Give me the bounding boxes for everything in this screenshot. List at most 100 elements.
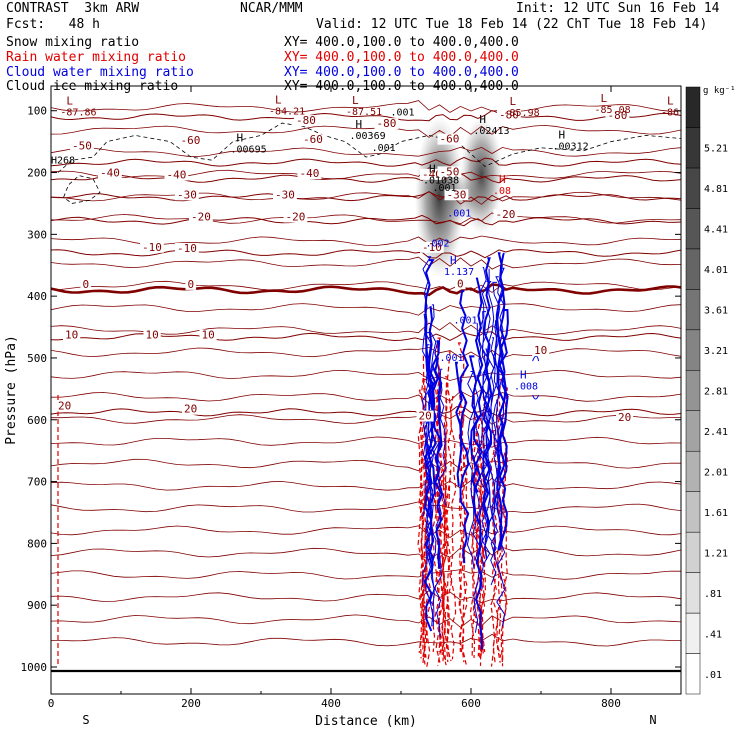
y-tick-label: 300 — [27, 228, 47, 241]
contour-value-label: H268 — [51, 155, 75, 166]
temperature-label-bg — [70, 140, 94, 152]
temperature-contour — [51, 156, 681, 167]
temperature-label-bg — [140, 241, 164, 253]
x-tick-label: 800 — [601, 697, 621, 710]
temperature-contour — [51, 212, 681, 225]
temperature-label: -20 — [496, 208, 516, 221]
colorbar-label: 4.01 — [704, 265, 728, 276]
temperature-label-bg — [297, 168, 322, 180]
rain-contour — [476, 440, 484, 658]
extremum-value: -87.51 — [346, 107, 382, 118]
extremum-marker: H — [429, 163, 436, 176]
cloud-water-contour — [481, 374, 491, 561]
extremum-marker: H — [356, 118, 363, 131]
temperature-label-bg — [437, 133, 462, 145]
colorbar-swatch — [685, 612, 701, 654]
colorbar-label: .81 — [704, 589, 722, 600]
temperature-label-bg — [374, 118, 399, 130]
extremum-marker: L — [601, 92, 608, 105]
temperature-label: -80 — [377, 117, 397, 130]
init-time: Init: 12 UTC Sun 16 Feb 14 — [516, 1, 720, 16]
colorbar-label: 5.21 — [704, 144, 728, 155]
rain-contour — [445, 351, 452, 662]
extremum-value: .02413 — [473, 126, 509, 137]
temperature-label: -30 — [177, 188, 197, 201]
contour-value-label: .001 — [391, 108, 415, 119]
temperature-label: -20 — [191, 211, 211, 224]
temperature-label-bg — [420, 168, 444, 180]
field-xy-rain: XY= 400.0,100.0 to 400.0,400.0 — [284, 50, 519, 65]
temperature-contour — [51, 280, 681, 293]
cloud-water-contour — [492, 281, 502, 555]
extremum-marker: H — [479, 113, 486, 126]
temperature-contour — [51, 477, 681, 491]
extremum-value: .00312 — [553, 142, 589, 153]
colorbar-swatch — [685, 329, 701, 371]
temperature-contour — [51, 249, 681, 259]
extremum-value: -84.21 — [269, 106, 305, 117]
extremum-marker: H — [559, 129, 566, 142]
temperature-label-bg — [532, 345, 550, 357]
cloud-water-contour — [468, 355, 480, 493]
forecast-hour: Fcst: 48 h — [6, 17, 100, 32]
temperature-label: -10 — [422, 241, 442, 254]
temperature-label-bg — [493, 209, 518, 221]
field-name-snow: Snow mixing ratio — [6, 35, 140, 50]
cloud-water-contour — [454, 361, 463, 487]
temperature-contour — [51, 389, 681, 404]
colorbar-swatch — [685, 491, 701, 533]
colorbar-swatch — [685, 410, 701, 452]
temperature-label: -60 — [303, 133, 323, 146]
temperature-label-bg — [98, 167, 122, 179]
cloud-water-contour — [495, 252, 505, 551]
temperature-label-bg — [182, 403, 200, 415]
temperature-label: -30 — [275, 188, 295, 201]
y-tick-label: 900 — [27, 599, 47, 612]
section-endpoint-label: N — [649, 713, 656, 727]
colorbar-swatch — [685, 289, 701, 331]
colorbar-label: 4.81 — [704, 184, 728, 195]
cloud-water-contour — [532, 355, 540, 400]
y-tick-label: 200 — [27, 167, 47, 180]
temperature-contour — [51, 405, 681, 418]
colorbar-swatch — [685, 167, 701, 209]
rain-contour — [492, 430, 500, 663]
rain-contour — [461, 398, 468, 663]
temperature-label-bg — [455, 278, 466, 290]
temperature-label: 20 — [618, 411, 631, 424]
temperature-contour — [51, 458, 681, 472]
temperature-label-bg — [616, 411, 634, 423]
rain-contour — [436, 373, 444, 653]
colorbar-label: 2.41 — [704, 427, 728, 438]
temperature-label: 10 — [534, 344, 547, 357]
valid-time: Valid: 12 UTC Tue 18 Feb 14 (22 ChT Tue … — [316, 17, 708, 32]
rain-contour — [469, 441, 476, 659]
cloud-water-contour — [478, 267, 488, 589]
temperature-contour — [51, 283, 681, 297]
colorbar-label: .41 — [704, 629, 722, 640]
temperature-label: 20 — [184, 403, 197, 416]
temperature-contour — [51, 614, 681, 628]
colorbar-label: 1.61 — [704, 508, 728, 519]
temperature-label: 10 — [65, 329, 78, 342]
temperature-label-bg — [175, 243, 199, 255]
extremum-value: .008 — [514, 381, 538, 392]
temperature-contour — [51, 369, 681, 381]
temperature-contour — [51, 347, 681, 359]
plot-frame — [50, 85, 682, 695]
plot-area: -40 -40 -40 -40 -30 -30 -30 -20 -20 -20 -10 -10 -10 0… — [51, 92, 681, 673]
y-tick-label: 500 — [27, 352, 47, 365]
cloud-water-contour — [459, 290, 470, 564]
cloud-water-contour — [424, 332, 435, 531]
colorbar-swatch — [685, 127, 701, 169]
x-tick-label: 0 — [48, 697, 55, 710]
cloud-water-contour — [427, 306, 437, 568]
y-axis-label: Pressure (hPa) — [4, 335, 19, 445]
colorbar-swatch — [685, 248, 701, 290]
temperature-contour — [51, 501, 681, 513]
extremum-marker: H — [450, 254, 457, 267]
temperature-label: -40 — [100, 167, 120, 180]
temperature-label: -60 — [440, 133, 460, 146]
colorbar-unit: g kg⁻¹ — [703, 86, 736, 96]
